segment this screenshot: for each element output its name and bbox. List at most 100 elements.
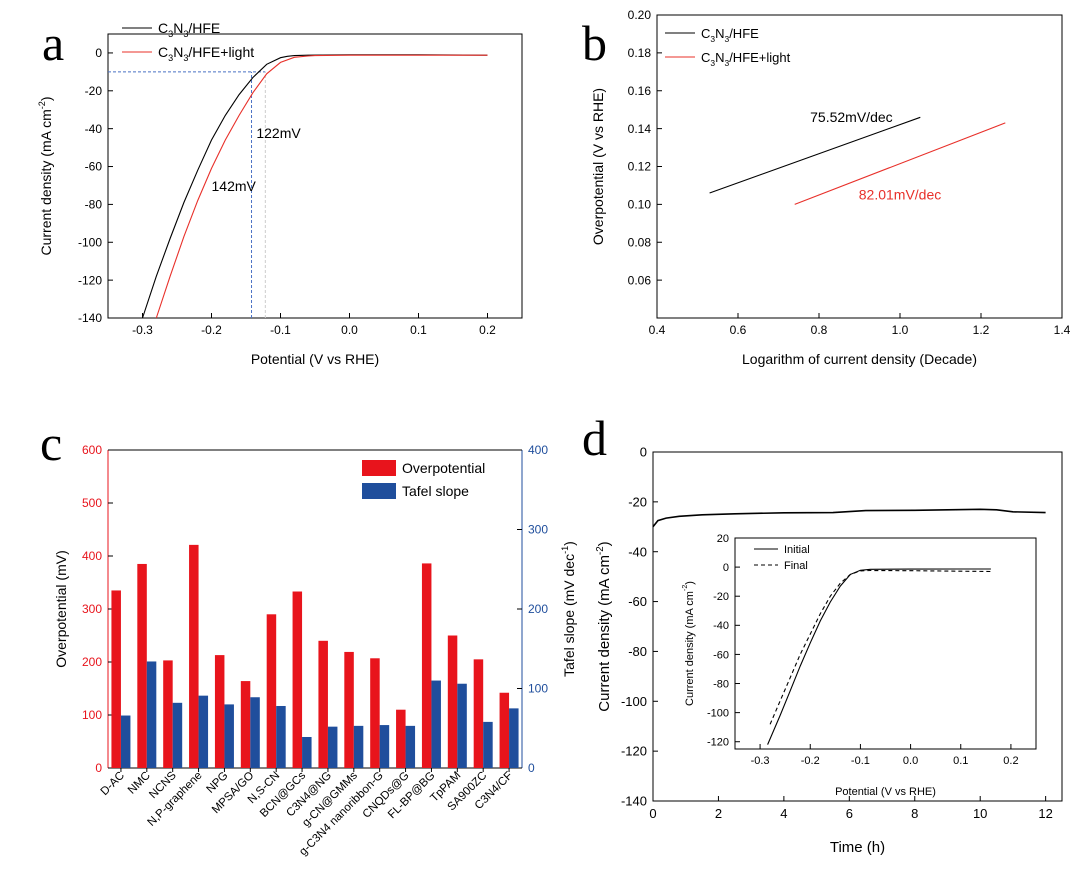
panel-a-y-tick-label: -20 [85, 84, 103, 98]
panel-b-y-tick-label: 0.10 [628, 198, 652, 212]
panel-d-inset-y-axis-title: Current density (mA cm-2) [681, 581, 696, 706]
panel-letter-a: a [42, 15, 64, 71]
panel-c-bar-overpotential [473, 659, 484, 768]
panel-d-y-tick-label: -40 [628, 544, 647, 559]
panel-c-bar-overpotential [214, 655, 225, 768]
panel-d-x-tick-label: 6 [846, 806, 853, 821]
panel-c-bar-overpotential [189, 544, 199, 768]
panel-d-inset-x-tick-label: 0.0 [903, 755, 918, 767]
panel-c-bar-tafel [483, 721, 493, 768]
panel-c-bar-tafel [198, 695, 209, 768]
panel-d-series-0 [652, 508, 1046, 528]
panel-a-series-1 [155, 54, 488, 319]
panel-d-inset-y-tick-label: 20 [717, 533, 729, 545]
panel-c-bar-tafel [457, 683, 467, 768]
panel-a-x-tick-label: -0.2 [201, 323, 222, 337]
panel-b-x-tick-label: 0.8 [811, 323, 828, 337]
panel-a-y-tick-label: -140 [78, 311, 102, 325]
panel-d-inset-series-0 [767, 568, 991, 745]
panel-a-series-0 [141, 54, 488, 319]
panel-c-y2-tick-label: 400 [528, 443, 548, 457]
panel-a-y-tick-label: -60 [85, 160, 103, 174]
panel-b-y-tick-label: 0.08 [628, 235, 652, 249]
panel-a-y-tick-label: -40 [85, 122, 103, 136]
panel-d-y-tick-label: -120 [621, 744, 647, 759]
panel-d-plot-frame [652, 451, 1063, 802]
panel-c-y2-tick-label: 0 [528, 761, 535, 775]
panel-c-y2-tick-label: 300 [528, 523, 548, 537]
panel-c-bar-tafel [405, 725, 416, 768]
panel-c-bar-overpotential [421, 563, 432, 768]
panel-b-chart: 0.4 0.6 0.8 1.0 1.2 1.4 0.06 0.08 0.10 0.12 0.14 0.… [590, 8, 1071, 367]
panel-b-x-axis-title: Logarithm of current density (Decade) [742, 351, 977, 367]
panel-b-legend-label: C3N3/HFE+light [701, 50, 791, 68]
panel-c-chart: 01002003004005006000100200300400D-ACNMCN… [53, 443, 577, 858]
panel-letter-d: d [582, 410, 607, 466]
panel-d-y-tick-label: 0 [640, 445, 647, 460]
panel-c-y-tick-label: 0 [95, 761, 102, 775]
panel-b-series-0 [709, 116, 921, 194]
panel-a-y-tick-label: 0 [95, 46, 102, 60]
panel-c-bar-overpotential [137, 563, 147, 768]
panel-b-annotation: 82.01mV/dec [859, 187, 942, 203]
panel-d-inset-y-tick-label: -100 [707, 707, 729, 719]
panel-b-y-tick-label: 0.06 [628, 273, 652, 287]
panel-b-y-tick-label: 0.16 [628, 84, 652, 98]
panel-a-x-tick-label: -0.3 [132, 323, 153, 337]
panel-c-legend-swatch [362, 460, 396, 476]
panel-c-bar-tafel [327, 726, 338, 768]
panel-c-bar-overpotential [163, 660, 173, 768]
panel-a-legend-label: C3N3/HFE [158, 20, 220, 39]
panel-d-inset-x-tick-label: -0.2 [801, 755, 820, 767]
panel-b-y-tick-label: 0.14 [628, 122, 652, 136]
panel-c-bar-overpotential [292, 591, 303, 768]
panel-b-x-tick-label: 1.4 [1054, 323, 1071, 337]
panel-c-legend-label: Overpotential [402, 460, 485, 476]
panel-c-y2-axis-title: Tafel slope (mV dec-1) [560, 541, 577, 677]
panel-a-y-tick-label: -100 [78, 235, 102, 249]
panel-c-y-tick-label: 100 [82, 708, 102, 722]
panel-c-legend-label: Tafel slope [402, 483, 469, 499]
panel-c-y-axis-title: Overpotential (mV) [53, 550, 69, 667]
panel-a-y-tick-label: -120 [78, 273, 102, 287]
panel-a-legend-label: C3N3/HFE+light [158, 44, 254, 63]
panel-a-x-tick-label: 0.2 [479, 323, 496, 337]
panel-d-x-tick-label: 10 [973, 806, 987, 821]
panel-c-bar-overpotential [499, 692, 510, 768]
panel-a-x-tick-label: 0.0 [341, 323, 358, 337]
panel-c-y2-tick-label: 100 [528, 682, 548, 696]
panel-c-bar-tafel [302, 736, 312, 768]
panel-c-bar-tafel [172, 702, 183, 768]
panel-d-y-tick-label: -100 [621, 694, 647, 709]
panel-c-bar-overpotential [318, 640, 328, 768]
panel-a-chart: -0.3 -0.2 -0.1 0.0 0.1 0.2 0 -20 -40 -60 -80 -100 -1… [37, 20, 523, 367]
panel-b-x-tick-label: 0.6 [730, 323, 747, 337]
panel-c-y-tick-label: 500 [82, 496, 102, 510]
panel-d-inset-y-tick-label: -80 [713, 678, 729, 690]
panel-d-inset-y-tick-label: -60 [713, 649, 729, 661]
panel-d-inset-legend-label: Initial [784, 544, 810, 556]
panel-b-y-tick-label: 0.20 [628, 8, 652, 22]
panel-d-inset-x-tick-label: -0.1 [851, 755, 870, 767]
panel-c-y-tick-label: 600 [82, 443, 102, 457]
panel-d-chart: 0 2 4 6 8 10 12 0 -20 -40 -60 -80 -100 -120 -140 Time (… [595, 445, 1063, 856]
panel-d-inset-x-tick-label: -0.3 [751, 755, 770, 767]
panel-letter-c: c [40, 415, 62, 471]
panel-c-category-label: D-AC [99, 770, 127, 798]
panel-d-y-tick-label: -20 [628, 494, 647, 509]
panel-a-plot-frame [107, 33, 523, 319]
panel-d-y-tick-label: -80 [628, 644, 647, 659]
panel-c-bar-tafel [276, 705, 286, 768]
panel-d-x-tick-label: 0 [649, 806, 656, 821]
panel-d-y-tick-label: -60 [628, 594, 647, 609]
panel-c-legend-swatch [362, 483, 396, 499]
panel-a-annotation: 142mV [212, 178, 257, 194]
panel-c-y2-tick-label: 200 [528, 602, 548, 616]
panel-d-inset-y-tick-label: 0 [723, 562, 729, 574]
panel-c-bar-tafel [224, 704, 234, 768]
panel-d-x-tick-label: 2 [715, 806, 722, 821]
panel-d-inset-y-tick-label: -20 [713, 591, 729, 603]
panel-d-inset-y-tick-label: -40 [713, 620, 729, 632]
panel-d-y-axis-title: Current density (mA cm-2) [595, 541, 613, 711]
panel-c-y-tick-label: 300 [82, 602, 102, 616]
